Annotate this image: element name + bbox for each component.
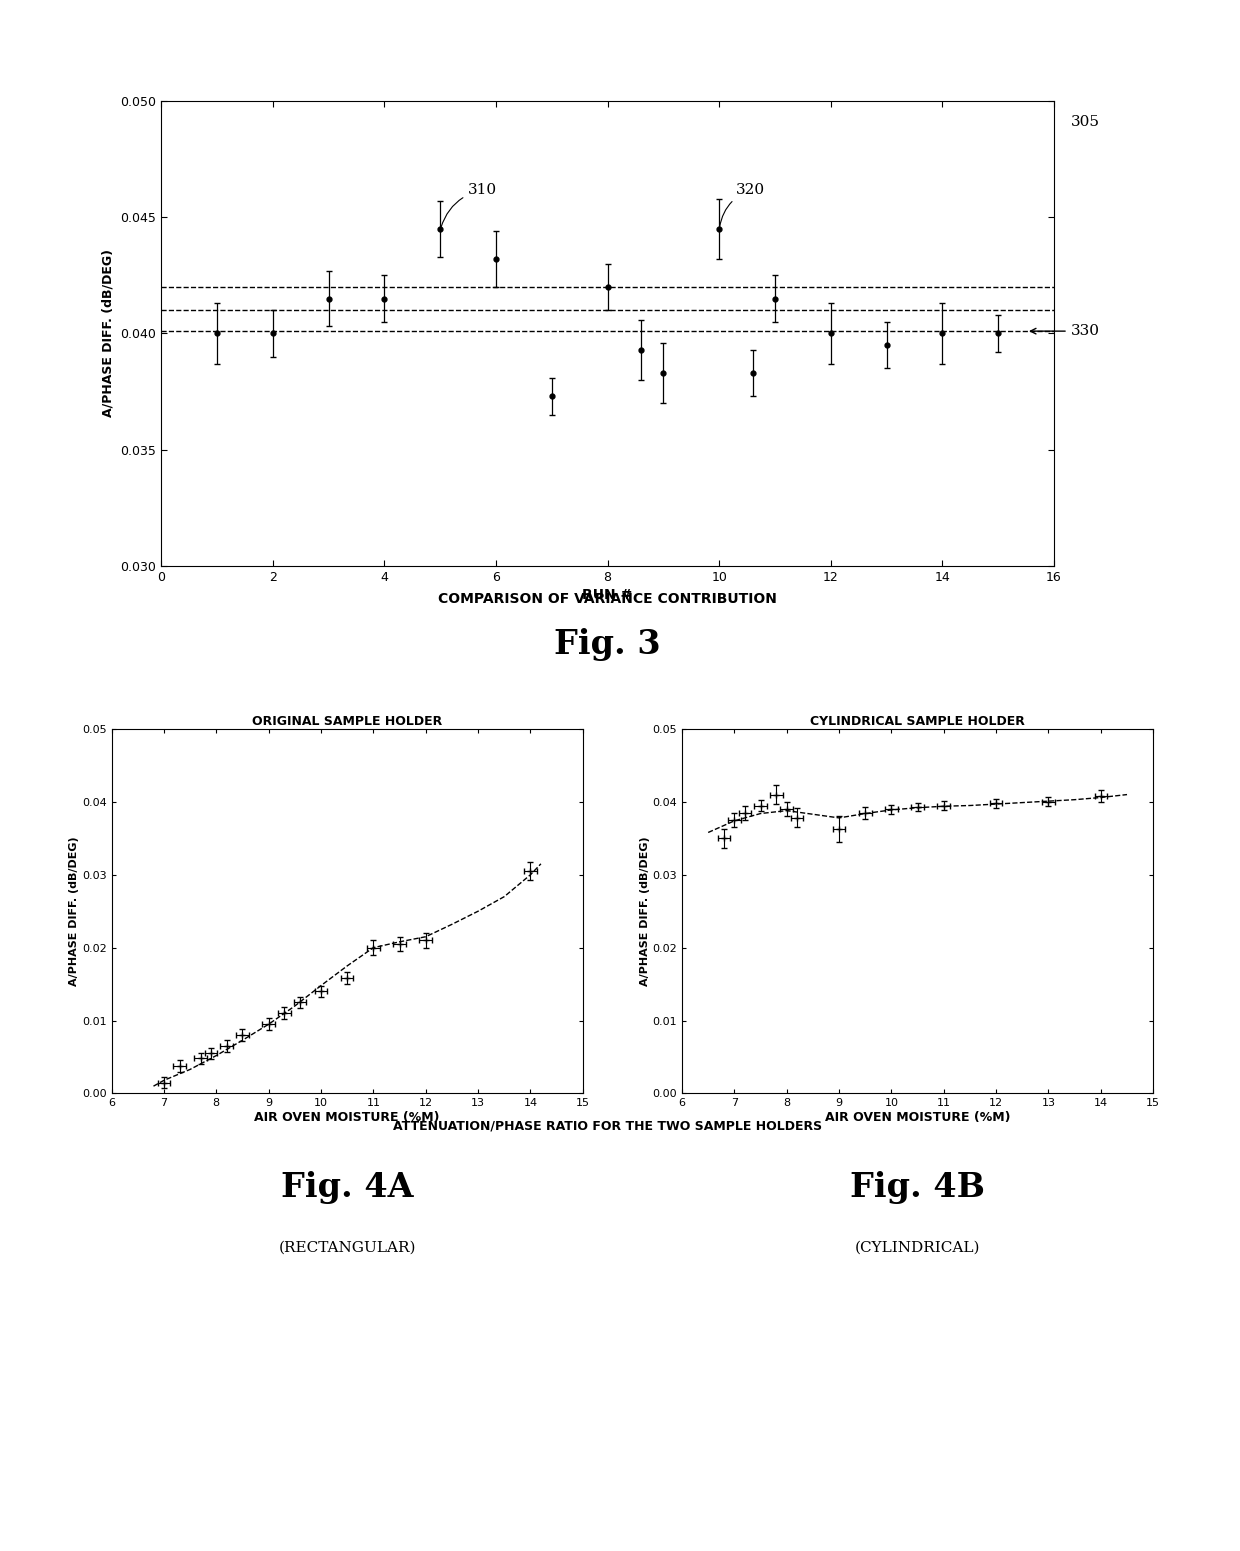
Text: (CYLINDRICAL): (CYLINDRICAL): [854, 1241, 981, 1255]
Text: Fig. 3: Fig. 3: [554, 628, 661, 661]
X-axis label: RUN #: RUN #: [583, 588, 632, 602]
X-axis label: AIR OVEN MOISTURE (%M): AIR OVEN MOISTURE (%M): [825, 1111, 1011, 1124]
Text: (RECTANGULAR): (RECTANGULAR): [279, 1241, 415, 1255]
X-axis label: AIR OVEN MOISTURE (%M): AIR OVEN MOISTURE (%M): [254, 1111, 440, 1124]
Text: Fig. 4A: Fig. 4A: [281, 1171, 413, 1204]
Text: Fig. 4B: Fig. 4B: [851, 1171, 985, 1204]
Text: ATTENUATION/PHASE RATIO FOR THE TWO SAMPLE HOLDERS: ATTENUATION/PHASE RATIO FOR THE TWO SAMP…: [393, 1120, 822, 1132]
Y-axis label: A/PHASE DIFF. (dB/DEG): A/PHASE DIFF. (dB/DEG): [640, 836, 650, 986]
Title: CYLINDRICAL SAMPLE HOLDER: CYLINDRICAL SAMPLE HOLDER: [810, 715, 1025, 727]
Text: 320: 320: [719, 183, 765, 226]
Text: 330: 330: [1030, 324, 1100, 338]
Text: COMPARISON OF VARIANCE CONTRIBUTION: COMPARISON OF VARIANCE CONTRIBUTION: [438, 592, 777, 606]
Y-axis label: A/PHASE DIFF. (dB/DEG): A/PHASE DIFF. (dB/DEG): [102, 250, 115, 417]
Text: 305: 305: [1071, 115, 1100, 129]
Title: ORIGINAL SAMPLE HOLDER: ORIGINAL SAMPLE HOLDER: [252, 715, 443, 727]
Y-axis label: A/PHASE DIFF. (dB/DEG): A/PHASE DIFF. (dB/DEG): [69, 836, 79, 986]
Text: 310: 310: [441, 183, 497, 228]
